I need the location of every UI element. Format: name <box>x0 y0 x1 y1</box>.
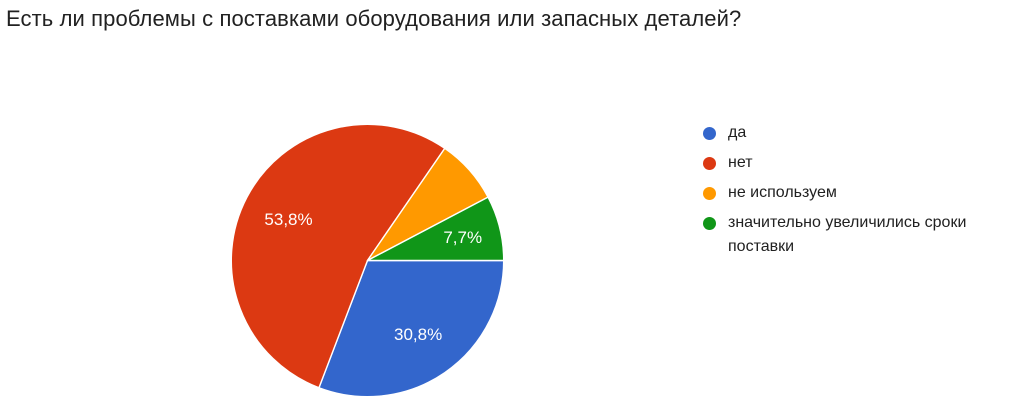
slice-percent-label: 30,8% <box>394 325 442 344</box>
legend-item-label: не используем <box>728 184 837 201</box>
chart-legend: да нет не используем значительно увеличилис… <box>702 121 984 265</box>
slice-percent-label: 53,8% <box>264 210 312 229</box>
legend-item-1: да <box>702 121 984 145</box>
legend-item-3: не используем <box>702 181 984 205</box>
pie-slice-2[interactable] <box>230 123 446 389</box>
pie-slice-4[interactable] <box>366 196 505 262</box>
legend-item-4: значительно увеличились сроки поставки <box>702 211 984 259</box>
pie-chart: 30,8% 53,8% 7,7% <box>230 123 505 398</box>
legend-color-dot <box>703 217 716 230</box>
slice-percent-label: 7,7% <box>443 228 482 247</box>
legend-item-label: да <box>728 124 747 141</box>
legend-item-label: значительно увеличились сроки поставки <box>728 214 967 255</box>
legend-color-dot <box>703 187 716 200</box>
legend-item-2: нет <box>702 151 984 175</box>
pie-slice-1[interactable] <box>318 259 505 398</box>
question-title: Есть ли проблемы с поставками оборудован… <box>6 6 742 31</box>
legend-color-dot <box>703 157 716 170</box>
legend-item-label: нет <box>728 154 753 171</box>
legend-color-dot <box>703 127 716 140</box>
